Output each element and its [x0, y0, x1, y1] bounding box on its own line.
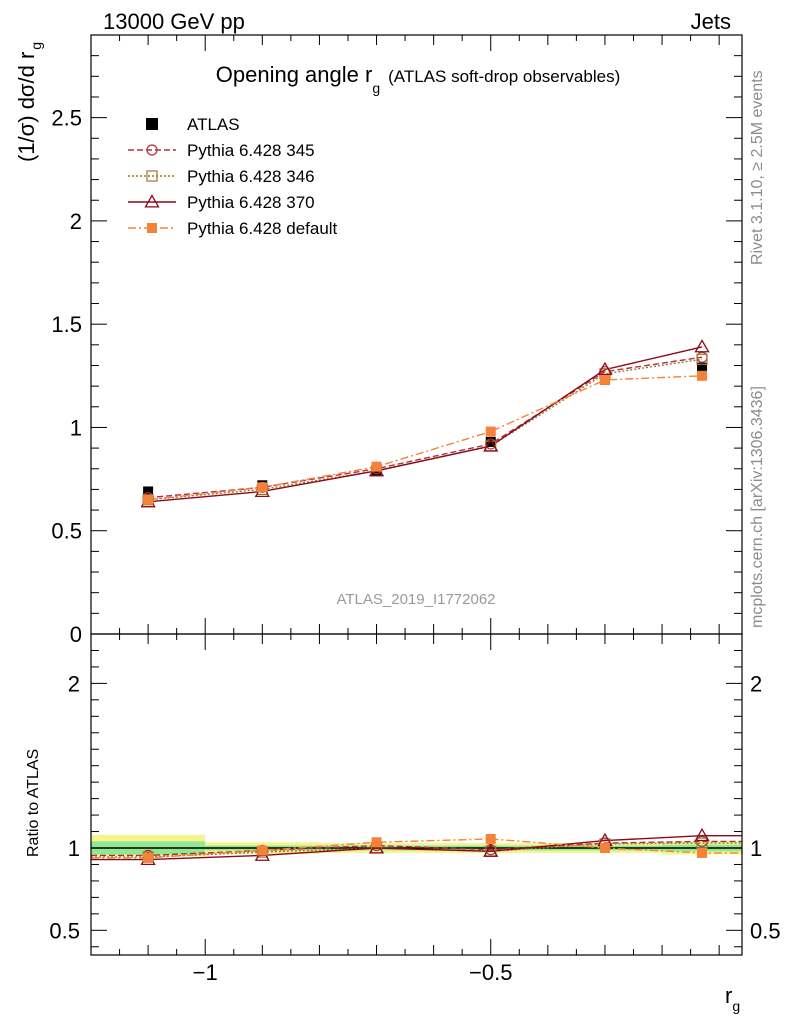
ratio-point-4-2	[371, 837, 382, 848]
main-y-axis-label-text: (1/σ) dσ/d r	[14, 52, 39, 162]
process-label: Jets	[691, 9, 731, 34]
ratio-point-3-3	[483, 843, 499, 857]
main-point-0-3	[485, 436, 496, 447]
series-markers	[140, 339, 710, 866]
main-point-4-4	[599, 374, 610, 385]
legend-label-0: ATLAS	[187, 115, 240, 134]
ratio-curve-1	[91, 840, 742, 857]
plot-title: Opening angle rg (ATLAS soft-drop observa…	[216, 62, 620, 96]
legend-label-2: Pythia 6.428 346	[187, 167, 315, 186]
main-y-axis-label: (1/σ) dσ/d r g	[14, 42, 44, 162]
energy-label: 13000 GeV pp	[103, 9, 245, 34]
ratio-y-tick-label-right-0: 0.5	[750, 918, 781, 943]
legend: ATLAS Pythia 6.428 345 Pythia 6.428 346 Pyt…	[128, 115, 338, 238]
plot-frames	[90, 34, 743, 956]
rivet-version-label: Rivet 3.1.10, ≥ 2.5M events	[749, 70, 766, 265]
main-curve-3	[148, 346, 703, 503]
main-point-3-4	[597, 361, 613, 376]
ratio-point-4-1	[257, 845, 268, 856]
ratio-y-axis-label: Ratio to ATLAS	[25, 749, 42, 857]
main-point-3-5	[694, 339, 710, 353]
x-tick-label-0: −1	[193, 960, 218, 985]
legend-marker-3	[144, 194, 160, 208]
main-curve-4	[148, 375, 703, 501]
x-axis-label-subscript: g	[732, 998, 740, 1014]
legend-marker-4	[147, 223, 157, 233]
mcplots-label: mcplots.cern.ch [arXiv:1306.3436]	[749, 386, 766, 628]
plot-title-subscript: g	[372, 80, 380, 96]
ratio-y-tick-label-left-2: 2	[68, 671, 80, 696]
ratio-point-4-0	[143, 852, 154, 863]
ratio-panel-frame	[90, 633, 743, 956]
ratio-point-4-3	[485, 833, 496, 844]
legend-marker-1	[146, 144, 158, 156]
tick-labels: −1 −0.5 0 0.5 1 1.5 2 2.5 0.5 0.5 1 1 2 2	[49, 106, 780, 985]
x-axis-label-text: r	[725, 983, 732, 1008]
main-point-4-3	[485, 426, 496, 437]
main-point-4-1	[257, 482, 268, 493]
plot-title-suffix: (ATLAS soft-drop observables)	[388, 67, 620, 86]
main-point-0-0	[143, 486, 154, 497]
ratio-y-tick-label-left-1: 1	[68, 836, 80, 861]
main-point-3-3	[483, 438, 499, 452]
x-tick-label-1: −0.5	[469, 960, 512, 985]
main-point-4-0	[143, 494, 154, 505]
main-point-4-2	[371, 461, 382, 472]
ratio-y-tick-label-right-1: 1	[750, 836, 762, 861]
ratio-curve-4	[91, 838, 742, 859]
legend-label-3: Pythia 6.428 370	[187, 193, 315, 212]
x-axis-label: rg	[725, 983, 740, 1014]
ratio-point-3-5	[694, 827, 710, 842]
main-y-tick-label-4: 2	[70, 209, 82, 234]
plot-title-prefix: Opening angle r	[216, 62, 373, 87]
main-y-tick-label-3: 1.5	[51, 312, 82, 337]
main-point-4-5	[697, 370, 708, 381]
ratio-curve-3	[91, 834, 742, 861]
main-y-tick-label-2: 1	[70, 415, 82, 440]
legend-marker-2	[146, 170, 158, 182]
main-y-tick-label-0: 0	[70, 622, 82, 647]
main-point-0-5	[697, 362, 708, 373]
analysis-id-label: ATLAS_2019_I1772062	[336, 591, 495, 608]
legend-marker-0	[146, 118, 158, 130]
main-y-tick-label-5: 2.5	[51, 106, 82, 131]
legend-label-4: Pythia 6.428 default	[187, 219, 338, 238]
axis-ticks	[90, 35, 742, 955]
main-curve-1	[148, 356, 703, 499]
main-curve-2	[148, 358, 703, 501]
main-y-tick-label-1: 0.5	[51, 519, 82, 544]
main-point-2-5	[696, 353, 708, 365]
legend-label-1: Pythia 6.428 345	[187, 141, 315, 160]
main-y-axis-label-subscript: g	[28, 42, 44, 50]
series-curves	[91, 346, 742, 861]
ratio-y-tick-label-right-2: 2	[750, 671, 762, 696]
ratio-point-4-4	[599, 843, 610, 853]
ratio-y-tick-label-left-0: 0.5	[49, 918, 80, 943]
ratio-point-4-5	[697, 847, 708, 858]
